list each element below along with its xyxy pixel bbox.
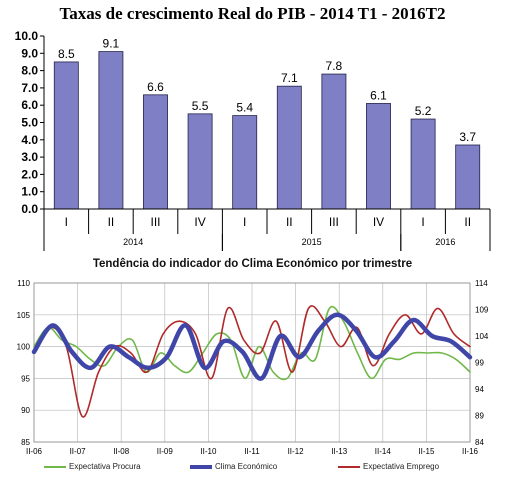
bar [455,144,481,210]
line-left-tick-label: 110 [17,279,30,288]
line-right-tick-label: 104 [475,332,489,341]
bar-y-tick-label: 0.0 [21,202,38,216]
bar [53,61,79,210]
bar-data-label: 5.4 [236,101,253,115]
bar-y-tick-label: 5.0 [21,116,38,130]
bar-data-label: 5.5 [192,99,209,113]
bar-data-label: 6.6 [147,80,164,94]
line-right-tick-label: 114 [475,279,488,288]
line-plot-frame [33,282,471,443]
legend-swatch-clima [190,464,212,469]
line-x-tick-label: II-13 [331,447,348,456]
bar-data-label: 7.1 [281,71,298,85]
legend-swatch-procura [44,465,66,468]
bar-group-label: 2014 [123,237,143,247]
line-x-tick-label: II-07 [70,447,87,456]
line-left-tick-label: 105 [17,311,31,320]
line-x-tick-label: II-11 [244,447,260,456]
line-x-tick-label: II-15 [418,447,435,456]
gdp-chart-title: Taxas de crescimento Real do PIB - 2014 … [59,4,446,23]
legend-item-emprego: Expectativa Emprego [338,462,439,471]
line-x-tick-label: II-16 [462,447,479,456]
line-x-tick-label: II-14 [375,447,392,456]
series-line-clima [31,312,473,381]
bar-data-label: 9.1 [103,37,120,51]
bar-category-label: I [421,215,424,229]
bar-y-tick-label: 9.0 [21,46,38,60]
bar-y-tick-label: 10.0 [15,29,39,43]
bar-category-label: II [108,215,115,229]
bar [410,118,436,210]
bar-data-label: 7.8 [326,59,343,73]
bar-y-tick-label: 8.0 [21,64,38,78]
line-x-tick-label: II-12 [288,447,305,456]
line-x-tick-label: II-09 [157,447,174,456]
bar [232,115,258,210]
bar-y-tick-label: 1.0 [21,185,38,199]
bar-y-tick-label: 4.0 [21,133,38,147]
bar-category-label: II [286,215,293,229]
line-left-tick-label: 85 [21,438,30,447]
line-left-tick-label: 95 [21,374,30,383]
legend-label-procura: Expectativa Procura [69,462,141,471]
bar-y-tick-label: 3.0 [21,150,38,164]
bar-category-label: IV [194,215,205,229]
line-right-tick-label: 89 [475,412,484,421]
legend-label-emprego: Expectativa Emprego [363,462,440,471]
bar-category-label: I [65,215,68,229]
line-left-tick-label: 90 [21,406,30,415]
legend-item-procura: Expectativa Procura [44,462,141,471]
bar-group-label: 2015 [302,237,322,247]
legend-label-clima: Clima Económico [215,462,278,471]
line-x-tick-label: II-06 [26,447,43,456]
line-x-tick-label: II-08 [113,447,130,456]
bar-data-label: 8.5 [58,47,75,61]
bar-category-label: I [243,215,246,229]
bar-data-label: 6.1 [370,88,387,102]
line-right-tick-label: 109 [475,306,489,315]
bar-y-tick-label: 7.0 [21,81,38,95]
bar-category-label: III [329,215,339,229]
bar [321,73,347,210]
line-x-tick-label: II-10 [200,447,217,456]
legend-swatch-emprego [338,465,360,468]
bar-category-label: III [150,215,160,229]
bar [98,51,124,210]
bar [276,85,302,210]
climate-chart-title: Tendência do indicador do Clima Económic… [92,258,413,270]
line-left-tick-label: 100 [17,343,31,352]
bar-group-label: 2016 [435,237,455,247]
bar-category-label: IV [373,215,384,229]
line-right-tick-label: 84 [475,438,484,447]
bar-category-label: II [464,215,471,229]
bar-y-tick-label: 2.0 [21,167,38,181]
bar-y-tick-label: 6.0 [21,98,38,112]
bar [366,103,391,210]
line-right-tick-label: 99 [475,359,484,368]
bar [187,113,213,210]
series-line-procura [33,305,471,381]
line-right-tick-label: 94 [475,385,484,394]
bar-data-label: 5.2 [415,104,432,118]
legend-item-clima: Clima Económico [190,462,277,471]
bar-data-label: 3.7 [459,130,476,144]
bar [143,94,168,210]
series-line-emprego [33,305,471,418]
